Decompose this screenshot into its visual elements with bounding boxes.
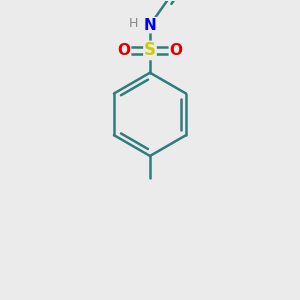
Text: N: N [144,18,156,33]
Text: H: H [129,17,138,30]
Text: S: S [144,41,156,59]
Text: O: O [169,43,182,58]
Text: O: O [118,43,130,58]
